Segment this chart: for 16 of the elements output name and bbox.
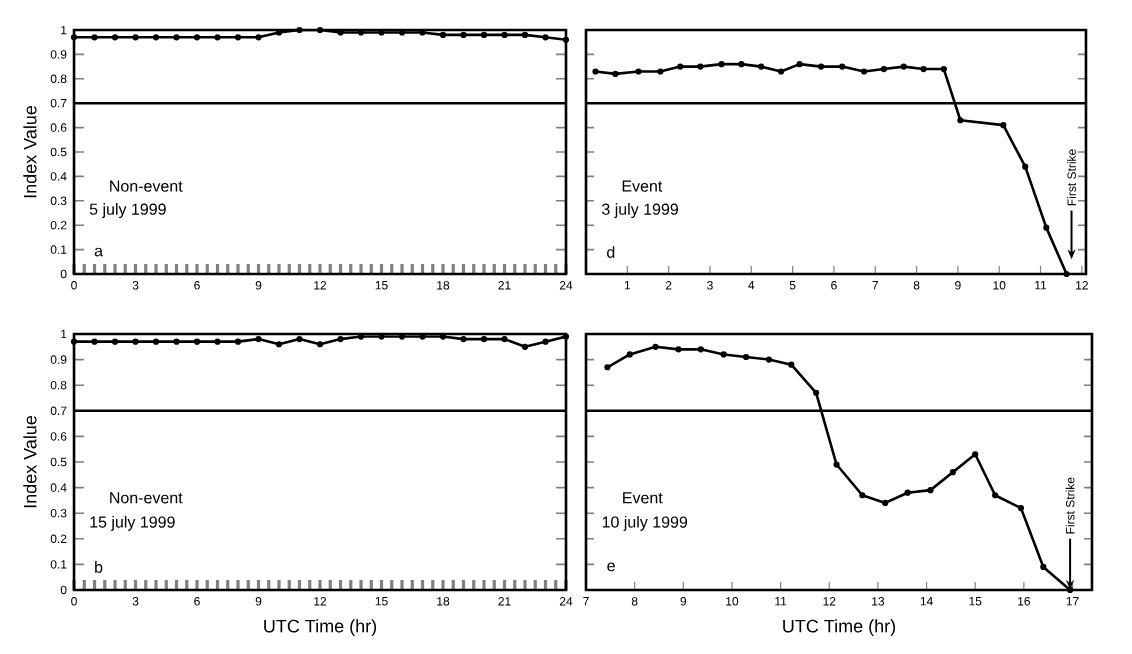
annotation: 5 july 1999 bbox=[89, 203, 166, 219]
annotation: a bbox=[94, 247, 104, 257]
annotation: b bbox=[95, 561, 103, 573]
annotation: Non-event bbox=[110, 492, 183, 504]
annotation: 10 july 1999 bbox=[602, 515, 688, 531]
annotation: d bbox=[607, 246, 615, 258]
annotation: Event bbox=[623, 492, 663, 504]
x-axis-title: UTC Time (hr) bbox=[783, 619, 896, 637]
x-axis-title: UTC Time (hr) bbox=[264, 619, 377, 637]
y-axis-title: Index Value bbox=[23, 105, 37, 198]
annotation: 3 july 1999 bbox=[602, 203, 678, 219]
y-axis-title: Index Value bbox=[23, 415, 37, 508]
annotation: Event bbox=[622, 180, 663, 192]
annotation: Non-event bbox=[110, 180, 183, 192]
annotation: 15 july 1999 bbox=[90, 515, 175, 531]
annotation: e bbox=[607, 562, 615, 572]
